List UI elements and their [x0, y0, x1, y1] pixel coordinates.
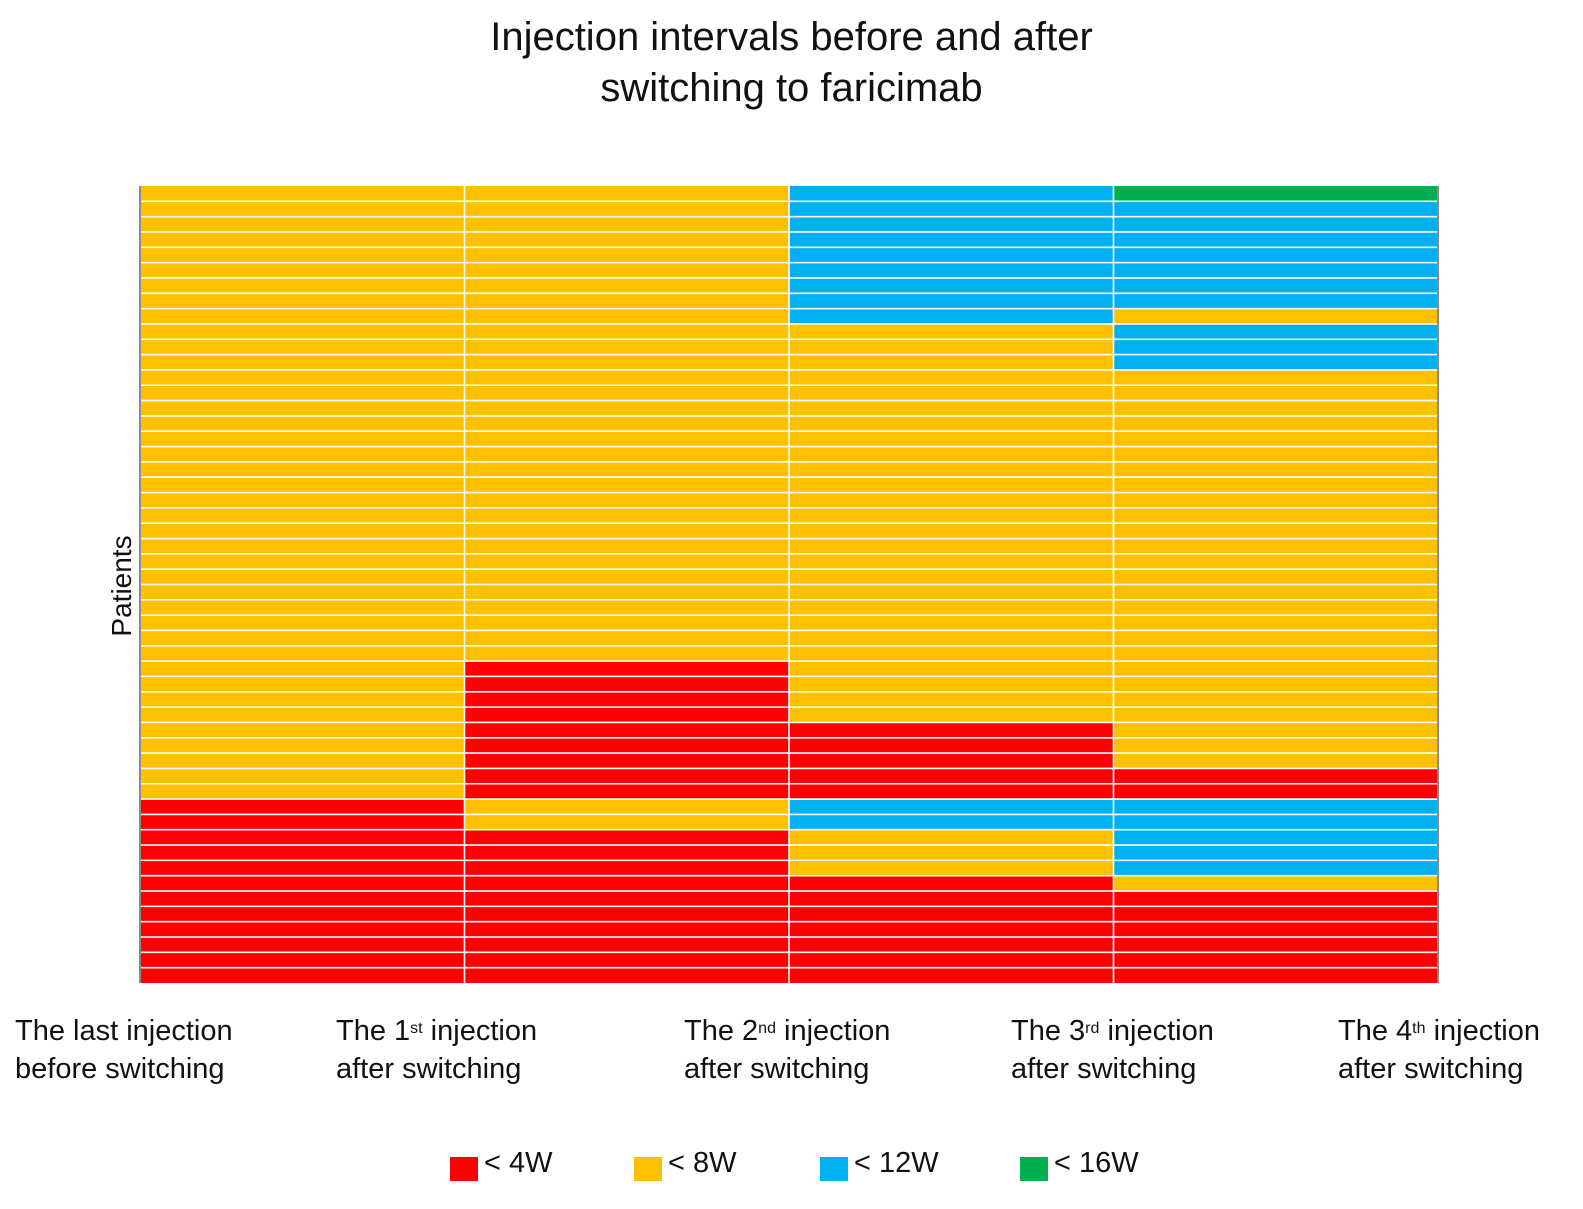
x-tick-label-1: The 1st injection after switching: [336, 1015, 538, 1085]
chart-title-line-1: Injection intervals before and after: [490, 15, 1093, 59]
cell-col3-seg5: [789, 829, 1114, 876]
x-tick-label-2: The 2nd injection after switching: [684, 1015, 891, 1085]
chart-title: Injection intervals before and after swi…: [0, 12, 1583, 114]
cell-col4-seg8: [1113, 875, 1438, 892]
cell-col4-seg2: [1113, 201, 1438, 309]
chart-title-line-2: switching to faricimab: [600, 66, 983, 110]
cell-col2-seg1: [464, 186, 789, 662]
legend-label-12w: < 12W: [854, 1147, 939, 1179]
x-tick-label-4: The 4th injection after switching: [1338, 1015, 1540, 1085]
cell-col3-seg6: [789, 875, 1114, 983]
cell-col3-seg1: [789, 186, 1114, 324]
cell-col3-seg3: [789, 722, 1114, 800]
legend-swatch-4w: [450, 1157, 478, 1181]
cell-col4-seg3: [1113, 308, 1438, 324]
legend-swatch-16w: [1020, 1157, 1048, 1181]
legend-swatch-12w: [820, 1157, 848, 1181]
legend-label-16w: < 16W: [1054, 1147, 1139, 1179]
legend-swatch-8w: [634, 1157, 662, 1181]
legend-label-8w: < 8W: [668, 1147, 737, 1179]
cell-col4-seg1: [1113, 186, 1438, 202]
x-tick-label-3: The 3rd injection after switching: [1011, 1015, 1214, 1085]
cell-col2-seg2: [464, 661, 789, 800]
cell-col4-seg4: [1113, 323, 1438, 370]
legend-label-4w: < 4W: [484, 1147, 553, 1179]
cell-col4-seg7: [1113, 799, 1438, 876]
x-tick-label-0: The last injection before switching: [15, 1015, 233, 1085]
